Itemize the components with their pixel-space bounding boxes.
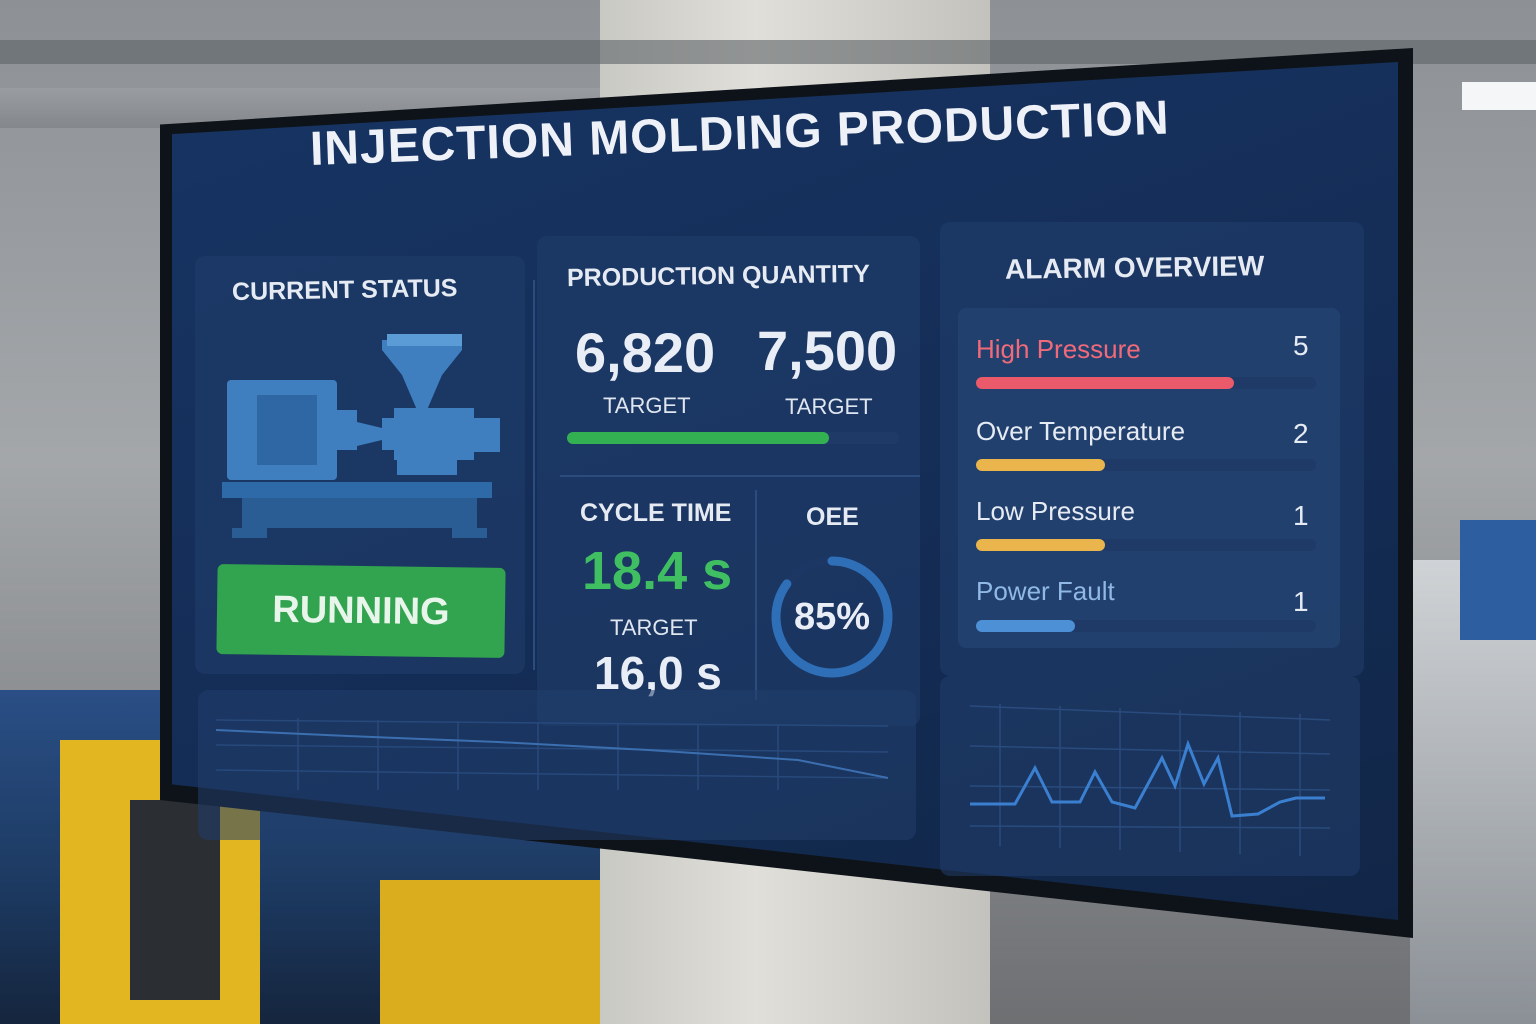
alarm-bar-fill-power-fault: [976, 620, 1075, 632]
alarm-name-high-pressure: High Pressure: [976, 334, 1141, 364]
alarm-count-power-fault: 1: [1293, 586, 1309, 617]
alarm-count-over-temperature: 2: [1293, 418, 1309, 449]
alarm-bar-low-pressure: [976, 539, 1316, 551]
oee-gauge-arc: [771, 556, 893, 678]
background-machine-yellow: [380, 880, 600, 1024]
alarm-bar-fill-low-pressure: [976, 539, 1106, 551]
running-status-badge: RUNNING: [216, 563, 506, 659]
cycle-time-value: 18.4 s: [582, 541, 733, 601]
production-actual-label: TARGET: [603, 393, 691, 418]
production-target-value: 7,500: [757, 319, 898, 382]
production-progress-fill: [567, 432, 830, 444]
background-ceiling-light: [1462, 82, 1536, 110]
production-heading: PRODUCTION QUANTITY: [566, 259, 870, 293]
alarm-count-high-pressure: 5: [1293, 330, 1309, 361]
injection-machine-icon: [222, 334, 500, 538]
production-actual-value: 6,820: [575, 321, 716, 384]
alarm-bar-high-pressure: [976, 377, 1316, 389]
trend-chart-right: [940, 676, 1360, 876]
production-panel: [537, 236, 920, 726]
production-progress-bar: [567, 432, 899, 444]
oee-heading: OEE: [806, 503, 859, 531]
oee-gauge: [771, 556, 893, 678]
cycle-time-target-label: TARGET: [610, 615, 698, 640]
production-target-label: TARGET: [785, 394, 873, 419]
alarm-bar-fill-over-temperature: [976, 459, 1106, 471]
production-divider: [560, 475, 920, 477]
trend-chart-left: [198, 690, 916, 840]
alarm-list: [958, 308, 1340, 648]
alarm-name-low-pressure: Low Pressure: [976, 496, 1135, 526]
background-machine-blue: [1460, 520, 1536, 640]
current-status-heading: CURRENT STATUS: [231, 274, 458, 306]
alarm-count-low-pressure: 1: [1293, 500, 1309, 531]
alarm-bar-fill-high-pressure: [976, 377, 1235, 389]
trend-chart-right-graphic: [969, 704, 1331, 856]
oee-value: 85%: [794, 596, 871, 638]
alarm-overview-heading: ALARM OVERVIEW: [1004, 250, 1265, 285]
alarm-name-over-temperature: Over Temperature: [976, 416, 1186, 446]
cycle-oee-divider: [755, 490, 757, 700]
cycle-time-heading: CYCLE TIME: [580, 499, 732, 527]
trend-chart-left-graphic: [215, 718, 889, 790]
alarm-bar-power-fault: [976, 620, 1316, 632]
alarm-bar-over-temperature: [976, 459, 1316, 471]
panel-divider: [533, 280, 535, 670]
alarm-name-power-fault: Power Fault: [976, 576, 1115, 606]
